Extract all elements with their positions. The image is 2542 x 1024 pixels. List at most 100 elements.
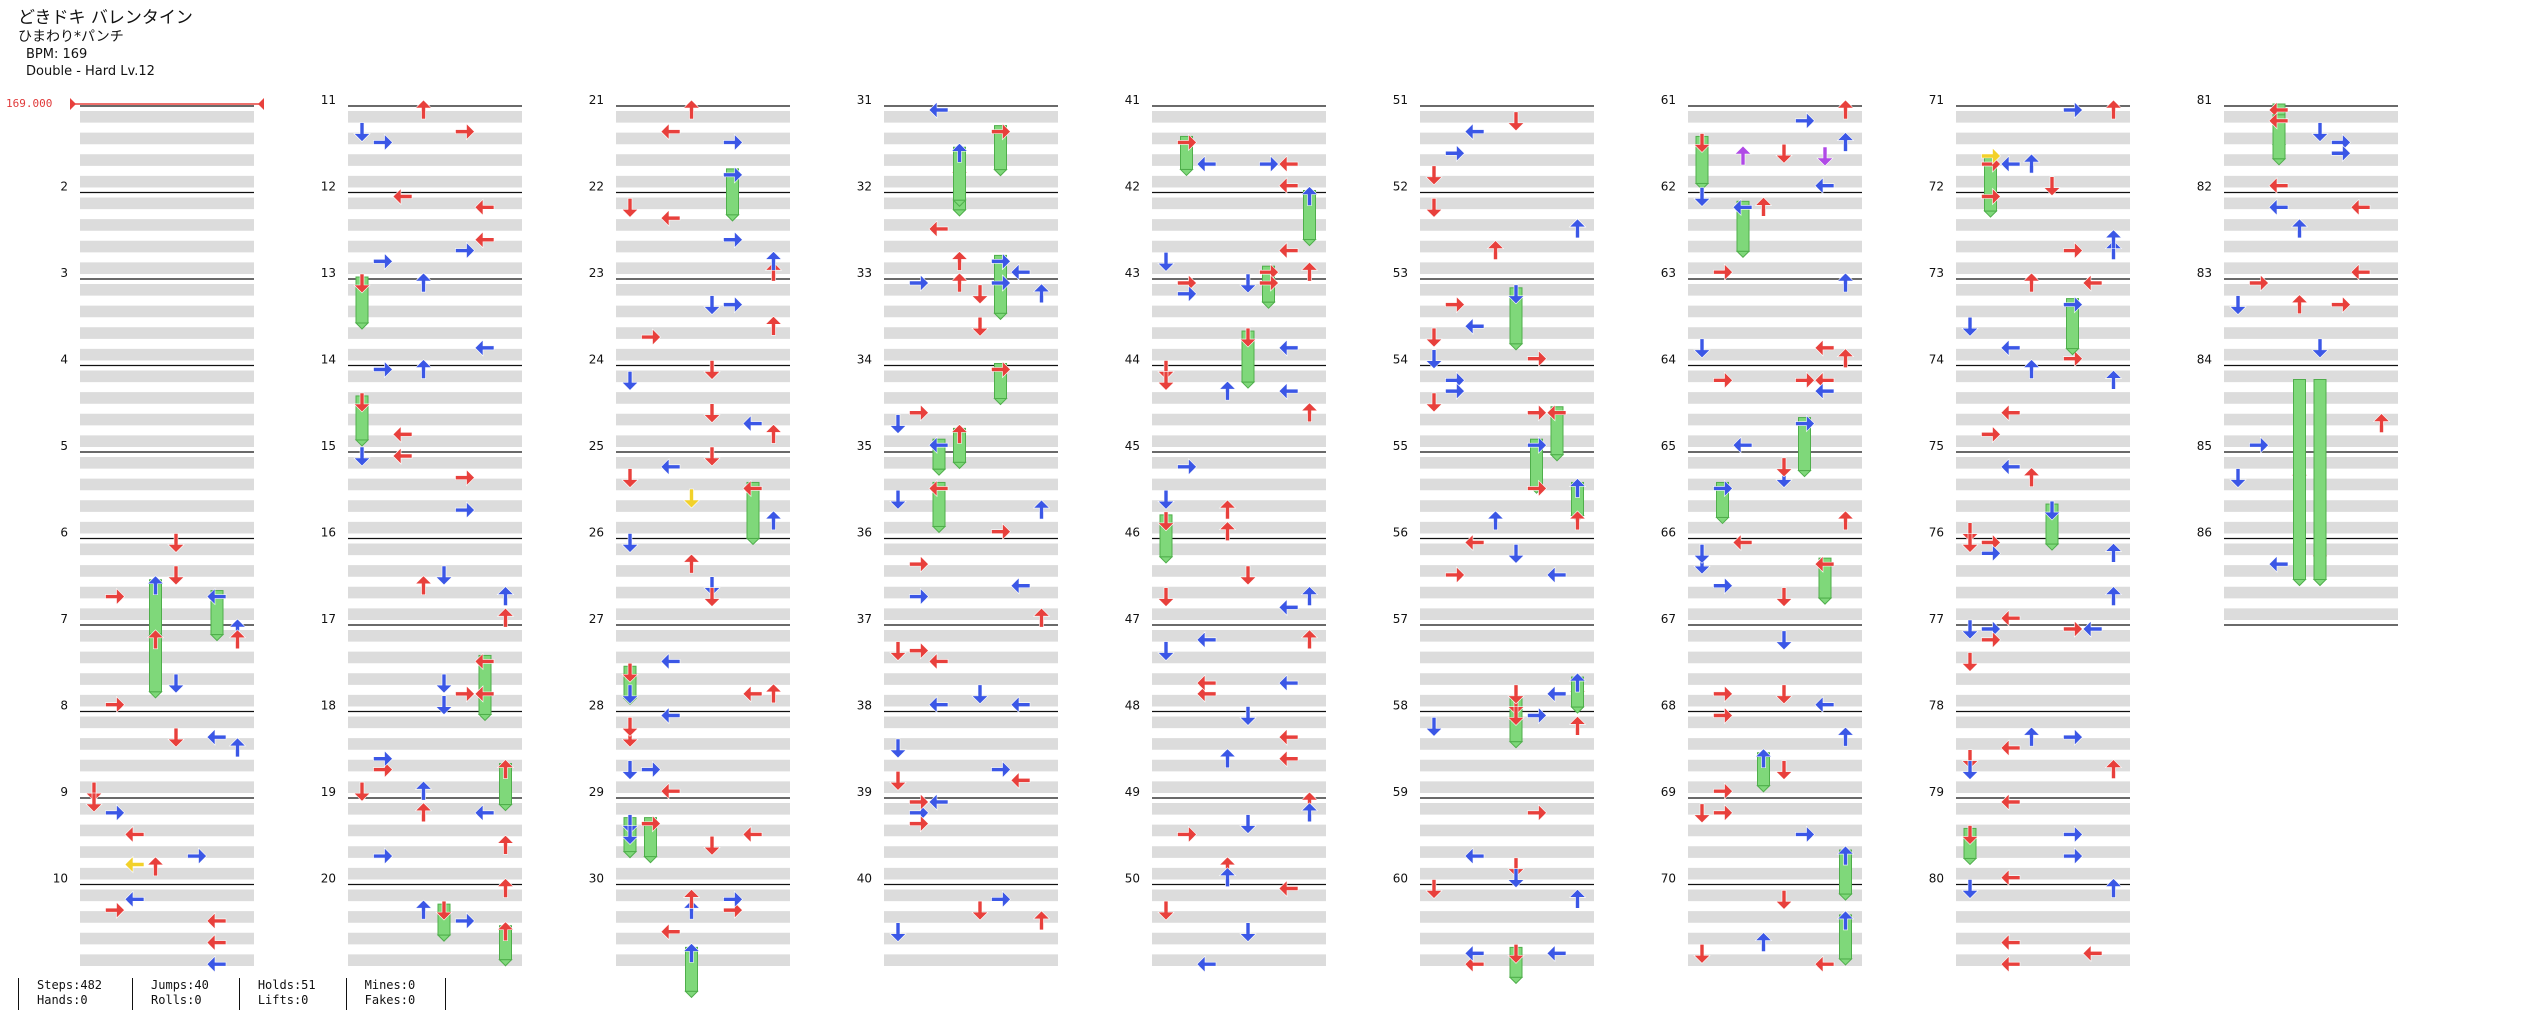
note-arrow — [764, 683, 783, 704]
beat-band — [1956, 348, 2130, 361]
note-arrow — [1713, 685, 1733, 703]
note-arrow — [703, 587, 721, 607]
beat-band — [1152, 932, 1326, 945]
note-arrow — [373, 360, 393, 379]
note-arrow — [1713, 263, 1733, 281]
note-arrow — [971, 900, 989, 921]
measure-number: 11 — [321, 93, 336, 107]
beat-band — [616, 175, 790, 188]
beat-band — [2224, 500, 2398, 512]
note-arrow — [1157, 360, 1175, 380]
beat-band — [1152, 651, 1326, 664]
beat-band — [80, 565, 254, 577]
beat-band — [348, 759, 522, 772]
measure-number: 18 — [321, 699, 336, 713]
beat-band — [616, 630, 790, 642]
note-arrow — [1300, 802, 1319, 823]
beat-band — [80, 867, 254, 880]
beat-band — [1688, 457, 1862, 469]
note-arrow — [928, 793, 949, 811]
note-arrow — [1836, 910, 1855, 931]
beat-band — [348, 435, 522, 447]
beat-band — [1956, 500, 2130, 512]
note-arrow — [1177, 285, 1197, 303]
beat-band — [1688, 781, 1862, 793]
beat-band — [1152, 132, 1326, 145]
beat-band — [1956, 630, 2130, 642]
beat-band — [2224, 240, 2398, 253]
measure-number: 74 — [1929, 353, 1944, 367]
note-arrow — [2063, 295, 2083, 314]
note-arrow — [2350, 198, 2371, 217]
beat-band — [2224, 111, 2398, 123]
beat-band — [1152, 867, 1326, 880]
note-arrow — [1836, 132, 1855, 152]
beat-band — [348, 608, 522, 620]
note-arrow — [641, 760, 661, 779]
note-arrow — [2331, 144, 2351, 162]
note-arrow — [1010, 263, 1031, 281]
beat-band — [348, 803, 522, 815]
note-arrow — [742, 479, 763, 498]
bpm-start-tick — [70, 98, 76, 110]
beat-band — [616, 759, 790, 772]
note-arrow — [414, 802, 433, 823]
note-arrow — [621, 198, 639, 218]
beat-band — [1420, 824, 1594, 837]
beat-band — [1152, 781, 1326, 793]
beat-band — [348, 824, 522, 837]
note-arrow — [660, 652, 681, 671]
beat-band — [1956, 846, 2130, 858]
note-arrow — [373, 133, 393, 152]
note-arrow — [373, 252, 393, 271]
measure-number: 2 — [60, 180, 68, 194]
beat-band — [616, 500, 790, 512]
beat-band — [884, 911, 1058, 923]
beat-band — [80, 111, 254, 123]
beat-band — [1420, 284, 1594, 296]
beat-band — [1420, 651, 1594, 664]
measure-number: 28 — [589, 699, 604, 713]
note-arrow — [105, 901, 125, 919]
beat-band — [80, 781, 254, 793]
note-arrow — [1836, 845, 1855, 866]
beat-band — [1956, 932, 2130, 945]
note-arrow — [1836, 726, 1855, 747]
note-arrow — [2022, 359, 2041, 379]
note-arrow — [496, 834, 515, 855]
measure-number: 46 — [1125, 526, 1140, 540]
note-arrow — [1981, 425, 2001, 444]
measure-number: 17 — [321, 612, 336, 626]
note-arrow — [1177, 458, 1197, 476]
beat-band — [348, 154, 522, 166]
note-arrow — [1032, 910, 1051, 931]
beat-band — [1688, 327, 1862, 339]
note-arrow — [2063, 349, 2083, 368]
note-arrow — [1032, 607, 1051, 628]
note-arrow — [2290, 294, 2309, 314]
beat-band — [80, 673, 254, 685]
beat-band — [1688, 370, 1862, 383]
note-arrow — [764, 423, 783, 444]
beat-band — [884, 435, 1058, 447]
note-arrow — [991, 274, 1011, 292]
measure-number: 71 — [1929, 93, 1944, 107]
note-arrow — [723, 166, 743, 184]
note-arrow — [1425, 327, 1443, 348]
note-arrow — [1507, 868, 1525, 889]
note-arrow — [621, 662, 639, 683]
note-arrow — [1278, 339, 1299, 357]
note-arrow — [1425, 717, 1443, 737]
note-arrow — [2268, 198, 2289, 217]
beat-band — [1420, 500, 1594, 512]
beat-band — [616, 478, 790, 491]
note-arrow — [1032, 283, 1051, 304]
note-arrow — [455, 685, 475, 703]
hold-tail — [1694, 182, 1710, 191]
bpm-marker-label: 169.000 — [6, 97, 52, 110]
note-arrow — [455, 468, 475, 487]
note-arrow — [1464, 122, 1485, 141]
note-arrow — [2311, 122, 2329, 143]
note-arrow — [1693, 544, 1711, 564]
